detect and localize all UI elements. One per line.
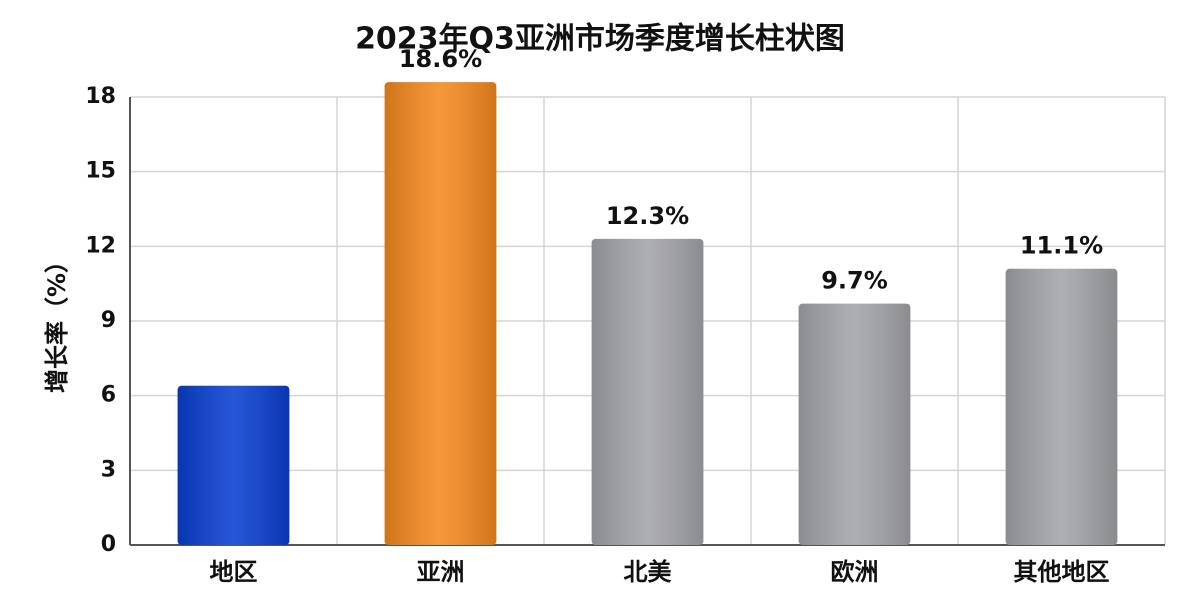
value-label: 11.1%: [1020, 232, 1103, 260]
x-tick-label: 地区: [210, 558, 258, 586]
y-tick-label: 6: [101, 383, 116, 408]
x-tick-label: 欧洲: [831, 558, 879, 586]
value-label: 9.7%: [821, 267, 888, 295]
y-axis-label: 增长率（%）: [43, 249, 71, 393]
value-label: 12.3%: [606, 202, 689, 230]
y-tick-label: 0: [101, 532, 116, 557]
y-tick-label: 12: [85, 233, 116, 258]
bar: [177, 385, 290, 545]
x-tick-label: 亚洲: [417, 558, 465, 586]
value-label: 18.6%: [399, 45, 482, 73]
x-tick-label: 北美: [624, 558, 672, 586]
bar: [798, 303, 911, 545]
bar: [591, 238, 704, 545]
bar: [384, 82, 497, 546]
y-tick-label: 9: [101, 308, 116, 333]
chart-title: 2023年Q3亚洲市场季度增长柱状图: [355, 22, 845, 57]
y-tick-label: 15: [85, 159, 116, 184]
y-tick-label: 18: [85, 84, 116, 109]
x-tick-label: 其他地区: [1014, 558, 1110, 586]
bar: [1005, 268, 1118, 545]
y-tick-label: 3: [101, 457, 116, 482]
